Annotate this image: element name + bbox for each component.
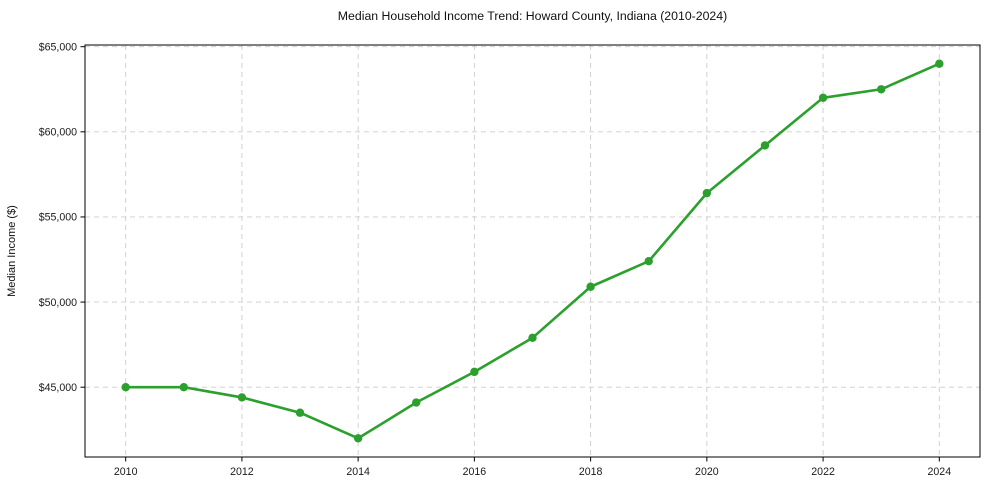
y-tick-label: $65,000 — [39, 41, 77, 53]
plot-frame — [84, 44, 981, 458]
y-tick-label: $55,000 — [39, 212, 77, 224]
x-tick-label: 2020 — [695, 466, 719, 478]
y-tick-label: $50,000 — [39, 297, 77, 309]
data-point — [818, 93, 828, 102]
y-axis-label: Median Income ($) — [6, 205, 18, 297]
data-point — [702, 188, 712, 198]
plot-border — [84, 44, 981, 458]
axis-tick-labels: 2010 2012 2014 2016 2018 2020 2022 2024 $45,000 $… — [39, 41, 952, 478]
data-point — [586, 282, 595, 291]
axis-ticks — [80, 46, 940, 462]
x-tick-label: 2016 — [463, 466, 487, 478]
x-tick-label: 2010 — [114, 466, 138, 478]
data-point — [121, 382, 130, 392]
x-tick-label: 2024 — [928, 466, 952, 478]
data-point — [179, 382, 188, 392]
chart-title: Median Household Income Trend: Howard Co… — [338, 9, 727, 23]
data-point — [644, 257, 653, 266]
y-tick-label: $60,000 — [39, 127, 77, 139]
x-tick-label: 2012 — [230, 466, 254, 478]
trend-line — [124, 62, 941, 440]
data-point — [237, 393, 247, 402]
x-tick-label: 2018 — [579, 466, 603, 478]
y-tick-label: $45,000 — [39, 382, 77, 394]
x-tick-label: 2014 — [346, 466, 370, 478]
data-point — [877, 85, 886, 94]
x-tick-label: 2022 — [811, 466, 835, 478]
data-point — [412, 398, 421, 407]
data-point — [353, 434, 363, 443]
data-series — [121, 59, 944, 443]
data-point — [295, 408, 305, 417]
data-point — [470, 367, 479, 377]
data-point — [935, 59, 944, 68]
data-point — [760, 141, 770, 150]
data-point — [528, 333, 537, 343]
grid-lines — [85, 45, 980, 457]
